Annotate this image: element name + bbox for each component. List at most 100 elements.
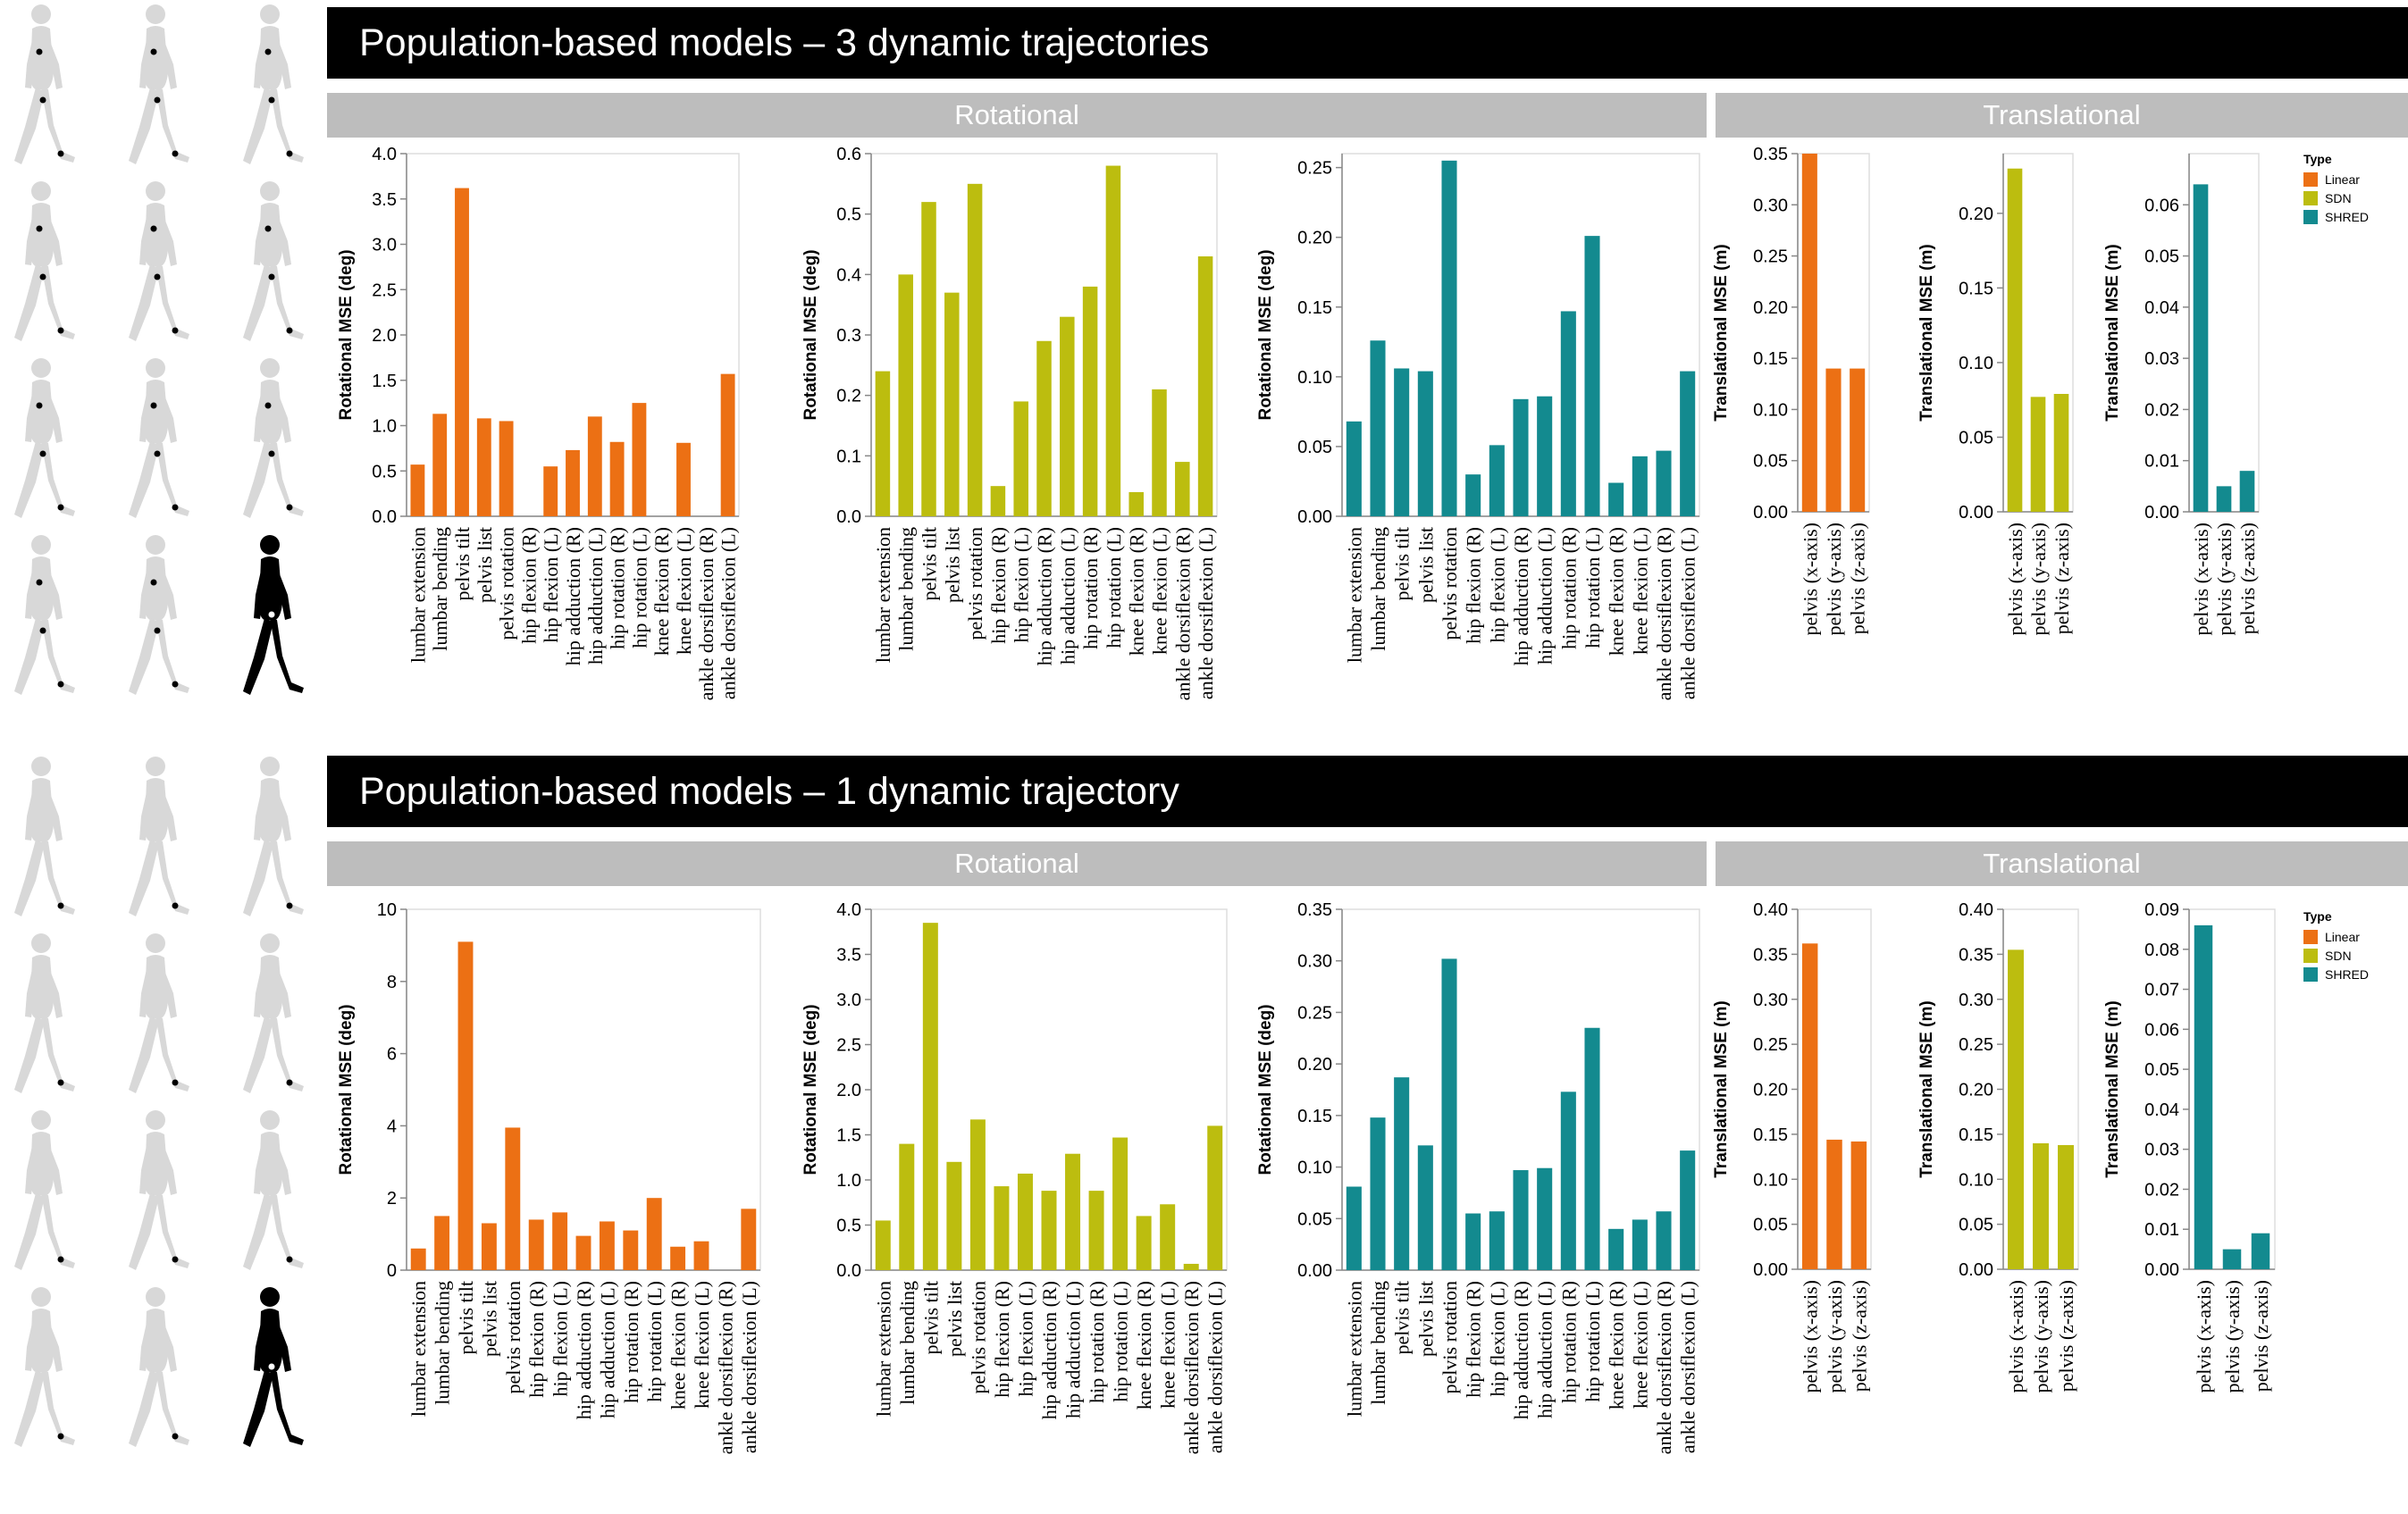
x-category-label: lumbar bending [1367,1281,1389,1405]
bar-sdn [1160,1204,1176,1270]
walking-figure-icon [243,933,304,1093]
x-category-label: pelvis rotation [1439,527,1461,640]
y-axis-title: Translational MSE (m) [1712,244,1731,421]
y-tick-label: 0.20 [1959,205,1993,224]
x-category-label: pelvis (x-axis) [2005,1280,2027,1393]
walking-figure-icon [129,4,189,164]
bar-shred [1537,396,1553,516]
y-tick-label: 0.15 [1753,1125,1788,1145]
bar-shred [1656,450,1672,516]
bar-sdn [2030,397,2046,512]
x-category-label: ankle dorsiflexion (R) [1653,1281,1675,1454]
y-axis-title: Translational MSE (m) [1917,1000,1936,1177]
y-tick-label: 10 [377,900,397,920]
y-tick-label: 0.00 [2144,503,2179,523]
x-category-label: lumbar bending [896,1281,919,1405]
bar-sdn [2008,949,2024,1269]
x-category-label: pelvis (z-axis) [2250,1280,2272,1392]
y-axis-title: Translational MSE (m) [1712,1000,1731,1177]
x-category-label: hip flexion (R) [525,1281,548,1398]
x-category-label: hip rotation (R) [1557,527,1580,649]
walking-figure-icon [243,1110,304,1270]
walking-figure-icon [14,933,75,1093]
x-category-label: lumbar bending [1367,527,1389,651]
bar-shred [1632,1219,1648,1270]
legend-panel-1: Type Linear SDN SHRED [2303,152,2369,226]
y-tick-label: 0.40 [1959,900,1993,920]
x-category-label: pelvis tilt [919,527,941,601]
y-tick-label: 0.0 [836,1261,861,1281]
bar-linear [552,1212,568,1270]
y-tick-label: 6 [387,1045,397,1065]
y-tick-label: 0.05 [1753,452,1788,472]
bar-sdn [2058,1144,2074,1269]
x-category-label: knee flexion (L) [1149,527,1171,655]
bar-shred [1370,1117,1386,1270]
bar-sdn [1105,165,1121,517]
y-tick-label: 0.00 [1297,1261,1332,1281]
bar-linear [599,1221,615,1270]
x-category-label: ankle dorsiflexion (R) [1653,527,1675,700]
y-tick-label: 0.00 [1753,503,1788,523]
x-category-label: ankle dorsiflexion (L) [1195,527,1217,699]
legend-panel-2: Type Linear SDN SHRED [2303,909,2369,983]
y-tick-label: 0.05 [2144,247,2179,267]
x-category-label: knee flexion (R) [667,1281,690,1409]
y-axis-title: Translational MSE (m) [2103,244,2122,421]
bar-shred [2216,486,2232,512]
x-category-label: knee flexion (R) [1606,527,1628,656]
chart-r2_sdn: 0.0 0.5 1.0 1.5 2.0 2.5 3.0 3.5 4.0 Rotational MS… [801,900,1228,1454]
legend-label: SHRED [2325,209,2370,224]
x-category-label: lumbar bending [895,527,918,651]
x-category-label: pelvis (x-axis) [2193,1280,2215,1393]
x-category-label: hip rotation (L) [1582,527,1604,648]
bar-shred [1560,311,1576,516]
chart-t1_shred: 0.00 0.01 0.02 0.03 0.04 0.05 0.06 Translationa… [2103,153,2260,635]
y-tick-label: 0.1 [836,447,861,466]
y-tick-label: 0.2 [836,387,861,406]
bar-shred [1608,482,1624,516]
bar-sdn [1112,1137,1128,1270]
y-tick-label: 0.10 [1753,1170,1788,1190]
panel-2-title: Population-based models – 1 dynamic traj… [327,756,2408,827]
bar-shred [1537,1167,1553,1270]
y-tick-label: 0.03 [2144,349,2179,369]
bar-sdn [922,923,938,1270]
x-category-label: pelvis (z-axis) [2236,523,2259,634]
walking-figure-icon [14,757,75,916]
y-tick-label: 0.35 [1959,945,1993,965]
x-category-label: knee flexion (L) [1629,1281,1651,1409]
y-tick-label: 0.06 [2144,1020,2179,1040]
bar-sdn [1041,1191,1057,1270]
y-tick-label: 0.25 [1753,247,1788,267]
y-tick-label: 0.15 [1297,1107,1332,1126]
x-category-label: hip rotation (L) [628,527,650,648]
x-category-label: knee flexion (L) [1157,1281,1179,1409]
bar-sdn [899,1143,915,1270]
bar-linear [543,466,558,516]
x-category-label: hip adduction (R) [1510,527,1532,665]
bar-linear [499,421,514,516]
x-category-label: hip rotation (L) [1110,1281,1132,1402]
x-category-label: pelvis (x-axis) [2190,523,2212,635]
x-category-label: pelvis (y-axis) [2213,523,2236,635]
x-category-label: knee flexion (L) [673,527,695,655]
bar-shred [1441,160,1457,517]
bar-linear [1850,1141,1867,1269]
bar-linear [1825,368,1842,512]
legend-item-sdn: SDN [2303,188,2369,207]
y-tick-label: 0.35 [1753,945,1788,965]
x-category-label: pelvis (y-axis) [2221,1280,2244,1393]
legend-title: Type [2303,909,2332,924]
bar-shred [1417,1145,1433,1270]
bar-shred [1680,1150,1696,1270]
bar-sdn [875,1220,891,1270]
y-tick-label: 1.0 [836,1171,861,1191]
bar-linear [432,414,448,516]
bar-linear [646,1198,662,1270]
x-category-label: pelvis tilt [455,1281,477,1355]
y-tick-label: 0.0 [372,507,397,527]
panel-2-translational-header: Translational [1716,841,2408,886]
y-tick-label: 0.35 [1753,145,1788,164]
